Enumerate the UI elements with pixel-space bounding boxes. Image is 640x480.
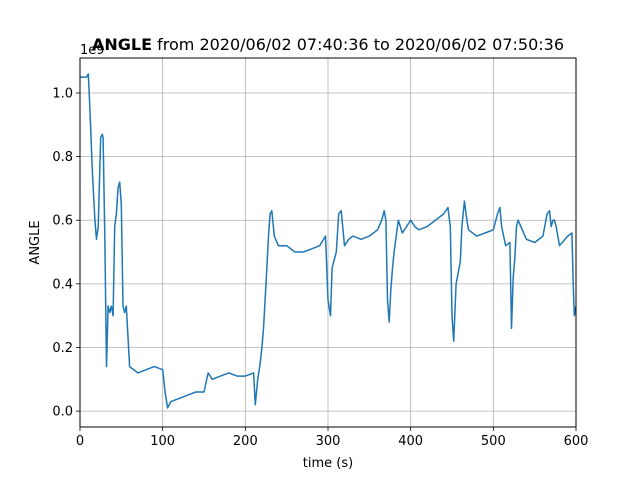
x-tick-label: 500 — [481, 434, 506, 449]
y-tick-label: 0.2 — [52, 341, 73, 356]
y-offset-text: 1e9 — [80, 43, 105, 58]
x-tick-label: 300 — [316, 434, 341, 449]
chart-title-bold: ANGLE — [92, 35, 152, 54]
y-ticks: 0.0 0.2 0.4 0.6 0.8 1.0 — [52, 86, 80, 420]
y-tick-label: 0.4 — [52, 277, 73, 292]
x-tick-label: 0 — [76, 434, 84, 449]
x-axis-label: time (s) — [303, 456, 353, 471]
x-ticks: 0 100 200 300 400 500 600 — [76, 427, 589, 449]
y-tick-label: 0.6 — [52, 214, 73, 229]
angle-series-line — [80, 73, 577, 409]
grid — [79, 58, 577, 427]
chart-title-rest: from 2020/06/02 07:40:36 to 2020/06/02 0… — [152, 35, 564, 54]
x-tick-label: 200 — [233, 434, 258, 449]
y-tick-label: 1.0 — [52, 86, 73, 101]
chart-title: ANGLE from 2020/06/02 07:40:36 to 2020/0… — [92, 35, 564, 54]
x-tick-label: 400 — [398, 434, 423, 449]
y-tick-label: 0.0 — [52, 405, 73, 420]
x-tick-label: 600 — [564, 434, 589, 449]
y-axis-label: ANGLE — [28, 220, 43, 264]
y-tick-label: 0.8 — [52, 150, 73, 165]
series-group — [80, 73, 577, 409]
x-tick-label: 100 — [150, 434, 175, 449]
